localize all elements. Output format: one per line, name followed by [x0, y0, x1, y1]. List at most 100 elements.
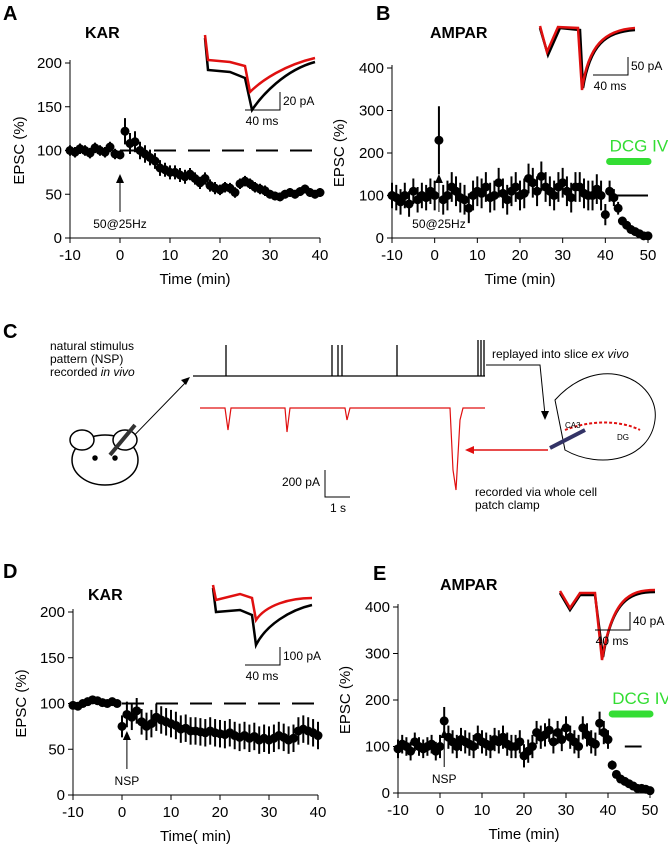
data-point [146, 719, 156, 729]
data-point [561, 723, 571, 733]
annotation-arrowhead [434, 174, 443, 183]
data-point [562, 186, 572, 196]
y-axis-label: EPSC (%) [337, 666, 354, 734]
data-point [452, 742, 462, 751]
y-tick-label: 150 [37, 99, 62, 116]
x-tick-label: 40 [310, 804, 327, 821]
data-point [315, 188, 325, 197]
y-tick-label: 0 [54, 230, 62, 247]
data-point [404, 199, 414, 209]
scale-label: 50 pA [631, 59, 662, 73]
region-label: CA3 [565, 421, 581, 430]
replay-text: replayed into slice [492, 347, 591, 361]
annotation-text: 50@25Hz [412, 217, 466, 231]
y-tick-label: 100 [365, 739, 390, 756]
data-point [592, 184, 602, 194]
data-point [558, 178, 568, 188]
annotation-text: NSP [115, 774, 140, 788]
data-point [430, 191, 440, 200]
data-point [511, 182, 521, 192]
data-point [400, 191, 410, 200]
x-tick-label: 30 [262, 247, 279, 264]
y-tick-label: 400 [365, 599, 390, 616]
x-tick-label: 30 [261, 804, 278, 821]
x-axis-label: Time (min) [484, 271, 555, 288]
y-tick-label: 300 [365, 646, 390, 663]
data-point [406, 746, 416, 756]
data-point [519, 188, 529, 198]
x-tick-label: 10 [162, 247, 179, 264]
x-tick-label: 0 [116, 247, 124, 264]
data-point [469, 742, 479, 751]
data-point [451, 186, 461, 196]
data-point [643, 231, 653, 241]
data-point [532, 186, 542, 196]
y-tick-label: 100 [37, 143, 62, 160]
y-tick-label: 300 [359, 103, 384, 120]
y-axis-label: EPSC (%) [331, 119, 348, 187]
data-point [588, 191, 598, 200]
data-point [596, 191, 606, 200]
y-tick-label: 0 [57, 787, 65, 804]
x-tick-label: -10 [381, 247, 403, 264]
panel-c: C natural stimulus pattern (NSP) recorde… [3, 321, 656, 515]
region-label: DG [617, 433, 629, 442]
data-point [289, 733, 298, 743]
recording-text: recorded via whole cell [475, 485, 597, 499]
source-text: in vivo [101, 365, 135, 379]
data-point [498, 732, 508, 742]
drug-label: DCG IV [610, 137, 668, 156]
annotation-text: NSP [432, 772, 457, 786]
y-axis-label: EPSC (%) [11, 116, 28, 184]
x-tick-label: 0 [430, 247, 438, 264]
data-point [574, 742, 584, 751]
data-point [489, 191, 499, 200]
data-point [548, 737, 558, 747]
x-tick-label: 20 [512, 247, 529, 264]
x-tick-label: 20 [212, 247, 229, 264]
scale-label: 40 ms [246, 669, 279, 683]
annotation-arrowhead [440, 729, 449, 738]
data-point [115, 150, 125, 160]
y-tick-label: 50 [45, 186, 62, 203]
source-text: pattern (NSP) [50, 352, 123, 366]
panel-label: B [376, 3, 390, 25]
data-point [600, 210, 610, 220]
data-point [557, 735, 567, 745]
data-point [434, 135, 444, 145]
y-tick-label: 200 [40, 604, 65, 621]
data-point [498, 188, 508, 198]
replay-text: replayed into slice ex vivo [492, 347, 629, 361]
data-point [127, 712, 137, 722]
annotation-arrowhead [116, 174, 124, 183]
x-tick-label: 0 [436, 802, 444, 819]
scale-label: 1 s [330, 501, 346, 515]
annotation-text: 50@25Hz [93, 217, 147, 231]
chart-title: AMPAR [440, 577, 498, 594]
data-point [645, 786, 655, 796]
y-tick-label: 0 [382, 785, 390, 802]
panel-label: E [373, 563, 386, 585]
x-tick-label: 10 [163, 804, 180, 821]
data-point [549, 191, 559, 200]
scale-label: 200 pA [282, 475, 320, 489]
data-point [421, 193, 431, 203]
scale-label: 40 pA [633, 614, 664, 628]
data-point [435, 742, 445, 751]
x-axis-label: Time (min) [159, 271, 230, 288]
data-point [408, 186, 418, 196]
data-point [494, 178, 504, 188]
data-point [553, 728, 563, 738]
scale-bar [593, 57, 629, 76]
scale-bar [245, 647, 281, 666]
scale-label: 40 ms [596, 634, 629, 648]
x-tick-label: 30 [558, 802, 575, 819]
traces [203, 25, 656, 661]
data-point [590, 739, 600, 749]
scale-label: 40 ms [594, 79, 627, 93]
data-point [613, 203, 623, 213]
panel-label: A [3, 3, 17, 25]
x-tick-label: 40 [312, 247, 329, 264]
scale-label: 100 pA [283, 649, 321, 663]
